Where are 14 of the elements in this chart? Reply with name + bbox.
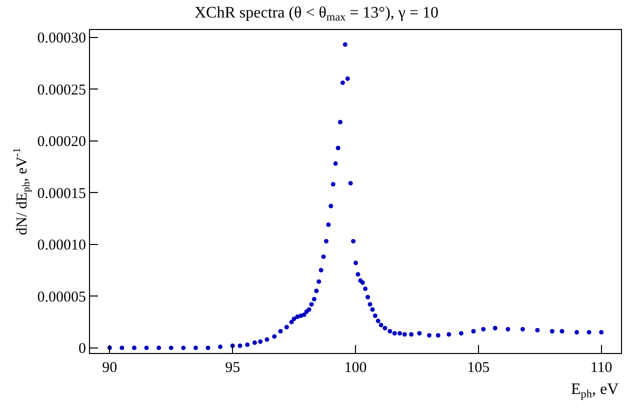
x-tick-label: 100 (344, 360, 367, 376)
y-tick-label: 0.00015 (37, 186, 86, 202)
y-tick-label: 0.00005 (37, 289, 86, 306)
x-tick-label: 110 (590, 360, 612, 376)
chart-title: XChR spectra (θ < θ$_{max}$ = 13°), γ = 10 (194, 4, 438, 24)
y-tick-label: 0.00020 (37, 134, 86, 150)
y-tick-label: 0.00025 (37, 82, 86, 98)
y-tick-label: 0.00010 (37, 238, 86, 254)
x-axis-title: E$_{ph}$, eV (571, 381, 620, 400)
y-tick-label: 0.00030 (37, 30, 86, 46)
x-tick-label: 105 (467, 360, 490, 376)
y-tick-label: 0 (78, 341, 86, 358)
x-tick-label: 90 (102, 360, 118, 376)
x-tick-label: 95 (225, 360, 240, 376)
